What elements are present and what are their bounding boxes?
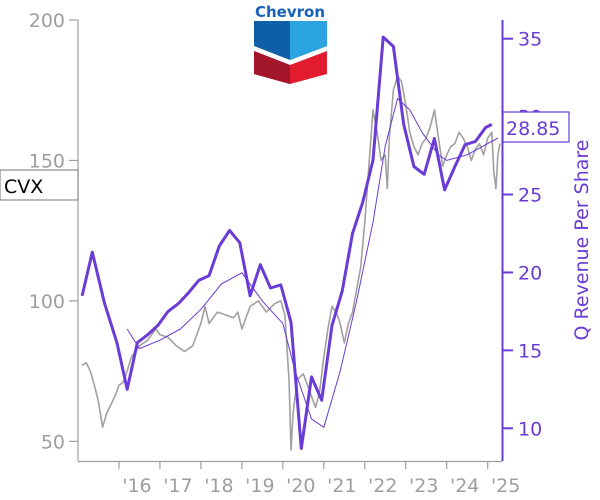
left-tick-label: 50 (41, 431, 65, 453)
ticker-label: CVX (0, 169, 79, 201)
x-tick-label: '25 (491, 475, 520, 497)
left-tick-label: 200 (29, 10, 65, 32)
ticker-symbol: CVX (4, 176, 43, 198)
left-tick-label: 100 (29, 291, 65, 313)
moving-average-line (126, 98, 499, 428)
right-tick-label: 25 (518, 185, 542, 207)
right-tick-label: 10 (518, 418, 542, 440)
right-tick-label: 35 (518, 29, 542, 51)
logo-brand-text: Chevron (255, 3, 325, 21)
last-value-label: 28.85 (502, 111, 570, 143)
last-value-frame (502, 111, 570, 143)
x-tick-label: '18 (204, 475, 233, 497)
ticker-box-frame (0, 169, 79, 201)
axes-group: 50100150200101520253035Q Revenue Per Sha… (29, 10, 593, 497)
x-tick-label: '20 (286, 475, 315, 497)
right-axis-title: Q Revenue Per Share (571, 140, 593, 341)
revenue-series-line (80, 35, 493, 450)
chevron-logo: Chevron (254, 3, 327, 84)
x-tick-label: '17 (163, 475, 192, 497)
series-group (80, 35, 501, 451)
last-value-text: 28.85 (506, 118, 560, 140)
right-tick-label: 20 (518, 262, 542, 284)
x-tick-label: '16 (122, 475, 151, 497)
price-series-line (81, 75, 501, 451)
x-tick-label: '21 (327, 475, 356, 497)
x-tick-label: '22 (368, 475, 397, 497)
logo-chevron-upper-light (290, 21, 327, 60)
left-tick-label: 150 (29, 150, 65, 172)
x-tick-label: '19 (245, 475, 274, 497)
right-tick-label: 15 (518, 340, 542, 362)
x-tick-label: '24 (450, 475, 479, 497)
x-tick-label: '23 (409, 475, 438, 497)
logo-chevron-lower-dark (254, 51, 290, 84)
